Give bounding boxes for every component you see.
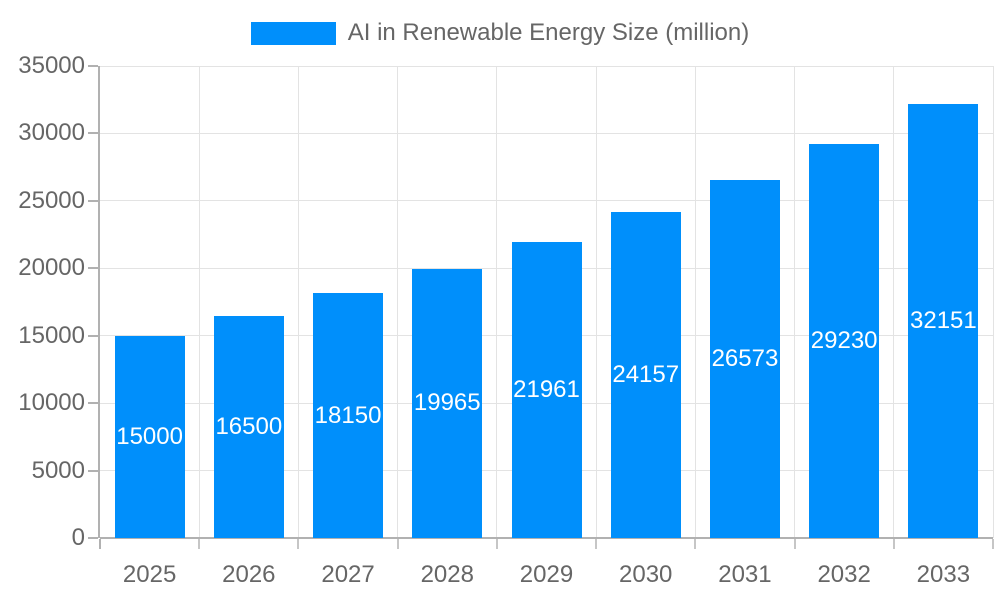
x-axis-tick [595,539,598,549]
bar[interactable]: 15000 [114,335,185,538]
bar-value-label: 19965 [413,389,481,417]
legend-label: AI in Renewable Energy Size (million) [347,19,750,46]
x-tick-label: 2031 [718,561,772,588]
y-axis-tick [88,132,98,135]
x-gridline [595,66,597,538]
x-axis-tick [992,539,994,549]
x-axis-line [100,537,993,539]
x-tick-label: 2028 [420,561,474,588]
x-gridline [496,66,498,538]
x-gridline [893,66,895,538]
x-gridline [794,66,796,538]
legend-swatch-icon [250,21,336,45]
x-tick-label: 2026 [222,561,276,588]
bar-value-label: 24157 [612,361,680,389]
y-tick-label: 0 [71,524,85,551]
y-tick-label: 5000 [31,456,85,484]
y-gridline [100,200,993,202]
bar[interactable]: 24157 [610,212,681,538]
x-axis-tick [495,539,498,549]
y-tick-label: 35000 [18,52,85,79]
y-axis-tick [88,267,98,270]
bar[interactable]: 32151 [908,104,979,538]
bar-value-label: 26573 [711,344,779,372]
x-tick-label: 2032 [817,561,871,588]
y-axis-line [98,66,100,538]
y-tick-label: 20000 [18,254,85,282]
x-tick-label: 2029 [519,561,574,588]
x-tick-label: 2033 [916,561,971,588]
bar-value-label: 29230 [810,326,878,354]
x-axis-tick [396,539,399,549]
bar-value-label: 21961 [513,375,580,403]
x-axis-tick [198,539,201,549]
bar[interactable]: 21961 [511,241,582,538]
y-axis-tick [88,199,98,202]
bar[interactable]: 19965 [412,268,483,538]
x-gridline [694,66,696,538]
bar-value-label: 18150 [314,401,382,429]
x-tick-label: 2025 [122,561,177,588]
bar-value-label: 32151 [910,307,977,335]
x-axis-tick [793,539,796,549]
x-gridline [297,66,299,538]
x-tick-label: 2027 [321,561,375,588]
x-gridline [198,66,200,538]
legend[interactable]: AI in Renewable Energy Size (million) [0,19,1000,47]
x-axis-tick [99,539,101,549]
y-axis-tick [88,469,98,472]
y-tick-label: 15000 [18,321,85,349]
bar[interactable]: 18150 [313,293,384,538]
bar[interactable]: 29230 [809,143,880,538]
x-tick-label: 2030 [619,561,673,588]
x-axis-tick [297,539,300,549]
y-tick-label: 25000 [18,186,85,214]
y-axis-tick [88,537,98,539]
x-axis-tick [892,539,895,549]
y-tick-label: 10000 [18,389,85,417]
bar[interactable]: 26573 [709,179,780,538]
x-axis-tick [694,539,697,549]
y-axis-tick [88,402,98,405]
y-axis-tick [88,334,98,337]
y-gridline [100,65,993,67]
y-gridline [100,132,993,134]
bar[interactable]: 16500 [213,315,284,538]
plot-area: 0 5000 10000 15000 20000 25000 30000 35000 15000… [18,52,994,588]
y-tick-label: 30000 [18,119,85,147]
y-axis-tick [88,65,98,67]
bar-value-label: 16500 [215,412,283,440]
bar-value-label: 15000 [116,422,183,450]
x-gridline [397,66,399,538]
x-gridline [992,66,994,538]
